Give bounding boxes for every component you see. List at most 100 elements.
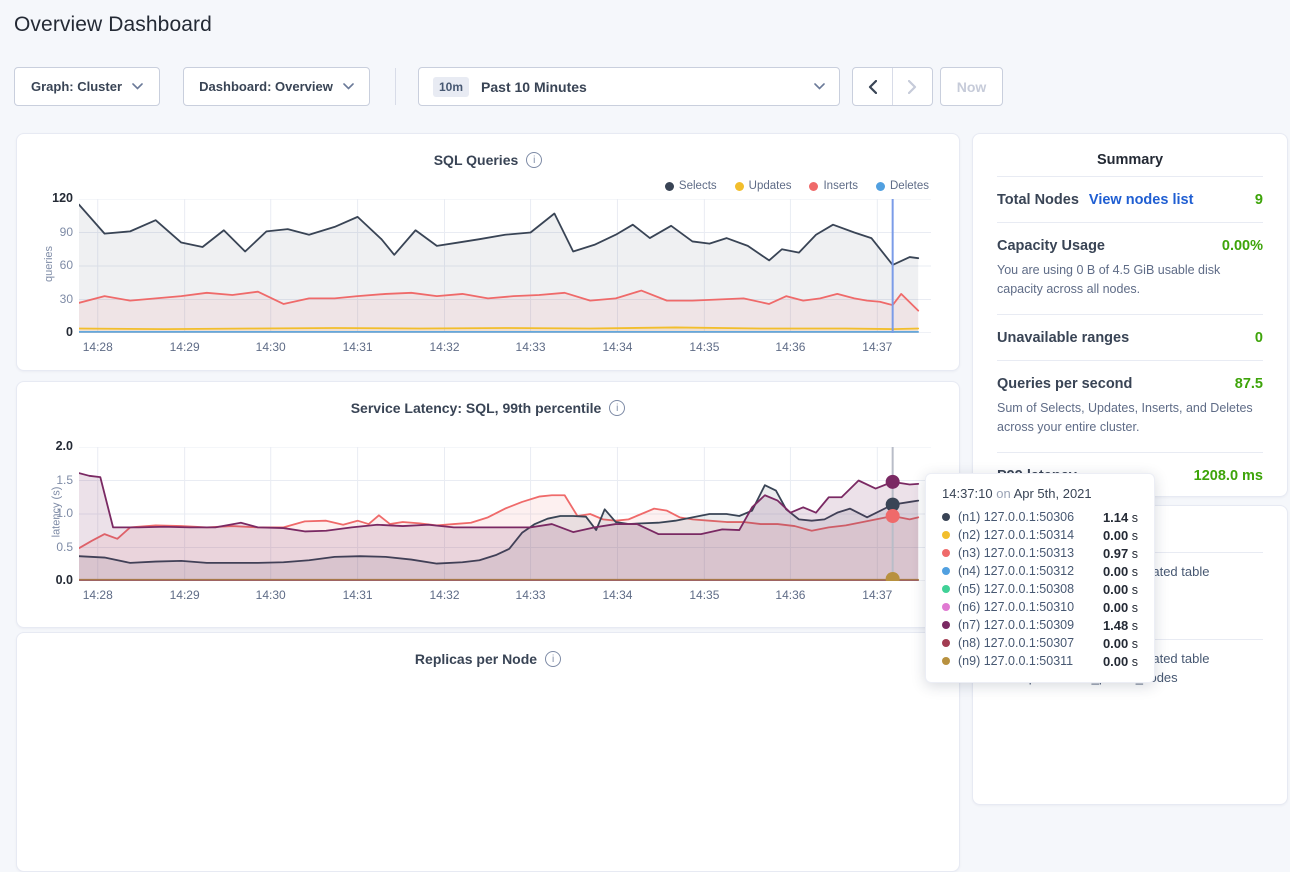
time-pager [852,67,933,106]
legend-item[interactable]: Updates [735,180,792,192]
y-axis-tick: 30 [19,292,73,306]
chevron-down-icon [343,83,354,90]
tooltip-node-row: (n6) 127.0.0.1:50310 0.00 s [942,598,1138,616]
tooltip-node-label: (n4) 127.0.0.1:50312 [958,564,1074,578]
next-time-button[interactable] [892,68,932,105]
series-color-dot [942,513,950,521]
graph-dropdown[interactable]: Graph: Cluster [14,67,160,106]
tooltip-node-value: 0.00 s [1103,582,1138,597]
legend-item[interactable]: Inserts [809,180,858,192]
y-axis-tick: 0.5 [19,540,73,554]
summary-row-total-nodes: Total Nodes View nodes list 9 [997,176,1263,222]
y-axis-tick: 2.0 [19,439,73,453]
y-axis-label: latency (s) [50,487,62,538]
dashboard-dropdown[interactable]: Dashboard: Overview [183,67,370,106]
legend-label: Updates [749,180,792,192]
x-axis-tick: 14:33 [516,340,546,354]
legend-dot [665,182,674,191]
page-title: Overview Dashboard [14,13,212,37]
x-axis-tick: 14:34 [602,340,632,354]
series-color-dot [942,585,950,593]
dashboard-dropdown-label: Dashboard: Overview [199,79,333,94]
x-axis-tick: 14:29 [170,340,200,354]
tooltip-node-row: (n8) 127.0.0.1:50307 0.00 s [942,634,1138,652]
now-button[interactable]: Now [940,67,1003,106]
tooltip-node-value: 0.97 s [1103,546,1138,561]
x-axis-tick: 14:31 [343,588,373,602]
chevron-down-icon [132,83,143,90]
info-icon[interactable]: i [545,651,561,667]
legend-dot [735,182,744,191]
tooltip-node-label: (n6) 127.0.0.1:50310 [958,600,1074,614]
summary-row-qps: Queries per second 87.5 Sum of Selects, … [997,360,1263,452]
chevron-left-icon [868,80,877,94]
tooltip-node-label: (n7) 127.0.0.1:50309 [958,618,1074,632]
x-axis-tick: 14:31 [343,340,373,354]
tooltip-node-value: 0.00 s [1103,636,1138,651]
tooltip-node-value: 0.00 s [1103,600,1138,615]
tooltip-node-value: 1.14 s [1103,510,1138,525]
tooltip-node-value: 1.48 s [1103,618,1138,633]
x-axis-tick: 14:36 [775,340,805,354]
tooltip-node-value: 0.00 s [1103,654,1138,669]
tooltip-node-label: (n2) 127.0.0.1:50314 [958,528,1074,542]
service-latency-chart-card: Service Latency: SQL, 99th percentile i … [16,381,960,628]
time-range-selector[interactable]: 10m Past 10 Minutes [418,67,840,106]
x-axis-tick: 14:36 [775,588,805,602]
prev-time-button[interactable] [853,68,892,105]
summary-title: Summary [997,152,1263,168]
chart-plot[interactable]: 0306090120queries14:2814:2914:3014:3114:… [79,199,931,333]
time-range-badge: 10m [433,77,469,97]
x-axis-tick: 14:32 [429,340,459,354]
toolbar-divider [395,68,396,105]
summary-description: Sum of Selects, Updates, Inserts, and De… [997,399,1263,438]
x-axis-tick: 14:29 [170,588,200,602]
tooltip-node-row: (n2) 127.0.0.1:503140.00 s [942,526,1138,544]
chart-legend: Selects Updates Inserts Deletes [665,180,929,192]
graph-dropdown-label: Graph: Cluster [31,79,122,94]
y-axis-tick: 1.0 [19,506,73,520]
chart-plot[interactable]: 0.00.51.01.52.0latency (s)14:2814:2914:3… [79,447,931,581]
tooltip-node-label: (n3) 127.0.0.1:50313 [958,546,1074,560]
info-icon[interactable]: i [609,400,625,416]
x-axis-tick: 14:35 [689,340,719,354]
summary-label: Queries per second [997,376,1132,392]
x-axis-tick: 14:30 [256,340,286,354]
tooltip-node-row: (n5) 127.0.0.1:503080.00 s [942,580,1138,598]
summary-label: Unavailable ranges [997,330,1129,346]
summary-panel: Summary Total Nodes View nodes list 9 Ca… [972,133,1288,497]
series-color-dot [942,639,950,647]
x-axis-tick: 14:28 [83,588,113,602]
x-axis-tick: 14:28 [83,340,113,354]
summary-label: Total Nodes [997,192,1079,208]
overview-dashboard-page: Overview Dashboard Graph: Cluster Dashbo… [0,0,1290,689]
legend-item[interactable]: Deletes [876,180,929,192]
tooltip-node-label: (n8) 127.0.0.1:50307 [958,636,1074,650]
y-axis-tick: 120 [19,191,73,205]
summary-description: You are using 0 B of 4.5 GiB usable disk… [997,261,1263,300]
chart-title: Replicas per Node [415,651,537,667]
sql-queries-chart-card: SQL Queries i SelectsUpdatesInsertsDelet… [16,133,960,371]
legend-dot [876,182,885,191]
tooltip-node-label: (n9) 127.0.0.1:50311 [958,654,1073,668]
tooltip-node-row: (n7) 127.0.0.1:50309 1.48 s [942,616,1138,634]
legend-label: Inserts [823,180,858,192]
series-color-dot [942,657,950,665]
chart-title: Service Latency: SQL, 99th percentile [351,400,602,416]
series-color-dot [942,531,950,539]
summary-row-capacity: Capacity Usage 0.00% You are using 0 B o… [997,222,1263,314]
legend-item[interactable]: Selects [665,180,717,192]
x-axis-tick: 14:37 [862,588,892,602]
y-axis-tick: 0 [19,325,73,339]
legend-label: Selects [679,180,717,192]
summary-value: 0.00% [1222,238,1263,254]
series-color-dot [942,567,950,575]
view-nodes-list-link[interactable]: View nodes list [1089,192,1194,208]
summary-row-unavailable-ranges: Unavailable ranges 0 [997,314,1263,360]
info-icon[interactable]: i [526,152,542,168]
tooltip-node-row: (n1) 127.0.0.1:503061.14 s [942,508,1138,526]
y-axis-tick: 0.0 [19,573,73,587]
tooltip-node-row: (n9) 127.0.0.1:50311 0.00 s [942,652,1138,670]
summary-value: 87.5 [1235,376,1263,392]
x-axis-tick: 14:35 [689,588,719,602]
